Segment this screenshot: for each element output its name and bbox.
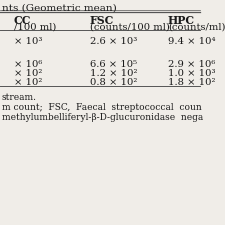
Text: 2.9 × 10⁶: 2.9 × 10⁶ (168, 60, 215, 69)
Text: FSC: FSC (90, 15, 114, 26)
Text: × 10³: × 10³ (14, 37, 42, 46)
Text: 9.4 × 10⁴: 9.4 × 10⁴ (168, 37, 216, 46)
Text: (counts/ml): (counts/ml) (168, 23, 225, 32)
Text: × 10²: × 10² (14, 78, 42, 87)
Text: 0.8 × 10²: 0.8 × 10² (90, 78, 137, 87)
Text: × 10²: × 10² (14, 69, 42, 78)
Text: 1.2 × 10²: 1.2 × 10² (90, 69, 137, 78)
Text: HPC: HPC (168, 15, 195, 26)
Text: methylumbelliferyl-β-D-glucuronidase  nega: methylumbelliferyl-β-D-glucuronidase neg… (2, 113, 203, 122)
Text: (counts/100 ml): (counts/100 ml) (90, 23, 170, 32)
Text: 6.6 × 10⁵: 6.6 × 10⁵ (90, 60, 137, 69)
Text: 2.6 × 10³: 2.6 × 10³ (90, 37, 137, 46)
Text: 1.8 × 10²: 1.8 × 10² (168, 78, 216, 87)
Text: × 10⁶: × 10⁶ (14, 60, 42, 69)
Text: 1.0 × 10³: 1.0 × 10³ (168, 69, 216, 78)
Text: nts (Geometric mean): nts (Geometric mean) (2, 4, 117, 13)
Text: /100 ml): /100 ml) (14, 23, 56, 32)
Text: stream.: stream. (2, 93, 37, 102)
Text: CC: CC (14, 15, 32, 26)
Text: m count;  FSC,  Faecal  streptococcal  coun: m count; FSC, Faecal streptococcal coun (2, 103, 202, 112)
